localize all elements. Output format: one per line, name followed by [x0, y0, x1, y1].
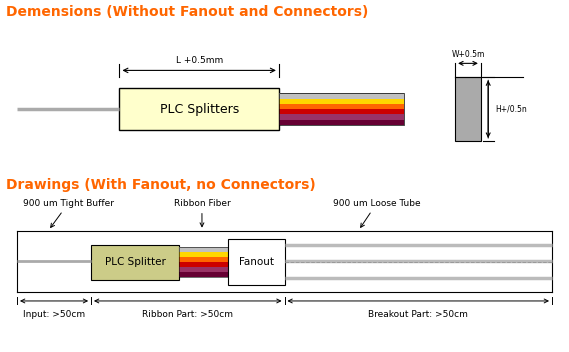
Text: PLC Splitters: PLC Splitters: [159, 103, 239, 115]
Text: L +0.5mm: L +0.5mm: [175, 56, 223, 65]
Bar: [279, 93, 404, 99]
Text: Demensions (Without Fanout and Connectors): Demensions (Without Fanout and Connector…: [6, 5, 368, 19]
Text: Drawings (With Fanout, no Connectors): Drawings (With Fanout, no Connectors): [6, 178, 315, 192]
Bar: [279, 104, 404, 109]
Bar: [119, 88, 279, 130]
Bar: [228, 239, 284, 285]
Bar: [179, 247, 228, 252]
Bar: [179, 252, 228, 257]
Bar: [179, 267, 228, 272]
Text: Ribbon Fiber: Ribbon Fiber: [174, 199, 230, 227]
Text: Breakout Part: >50cm: Breakout Part: >50cm: [368, 310, 468, 319]
Text: Ribbon Part: >50cm: Ribbon Part: >50cm: [142, 310, 233, 319]
Text: PLC Splitter: PLC Splitter: [105, 257, 166, 267]
Bar: [279, 93, 404, 125]
Text: 900 um Tight Buffer: 900 um Tight Buffer: [23, 199, 114, 227]
Bar: [279, 109, 404, 114]
Text: W+0.5m: W+0.5m: [451, 50, 485, 59]
Bar: [279, 120, 404, 125]
Bar: [279, 114, 404, 120]
Bar: [179, 262, 228, 267]
Text: H+/0.5n: H+/0.5n: [495, 105, 527, 114]
Text: Fanout: Fanout: [238, 257, 274, 267]
Bar: [179, 247, 228, 277]
Bar: [279, 99, 404, 104]
Text: 900 um Loose Tube: 900 um Loose Tube: [333, 199, 420, 227]
Text: Input: >50cm: Input: >50cm: [23, 310, 85, 319]
Bar: [179, 257, 228, 262]
Bar: [179, 272, 228, 277]
Bar: [455, 77, 481, 141]
Bar: [91, 245, 179, 280]
